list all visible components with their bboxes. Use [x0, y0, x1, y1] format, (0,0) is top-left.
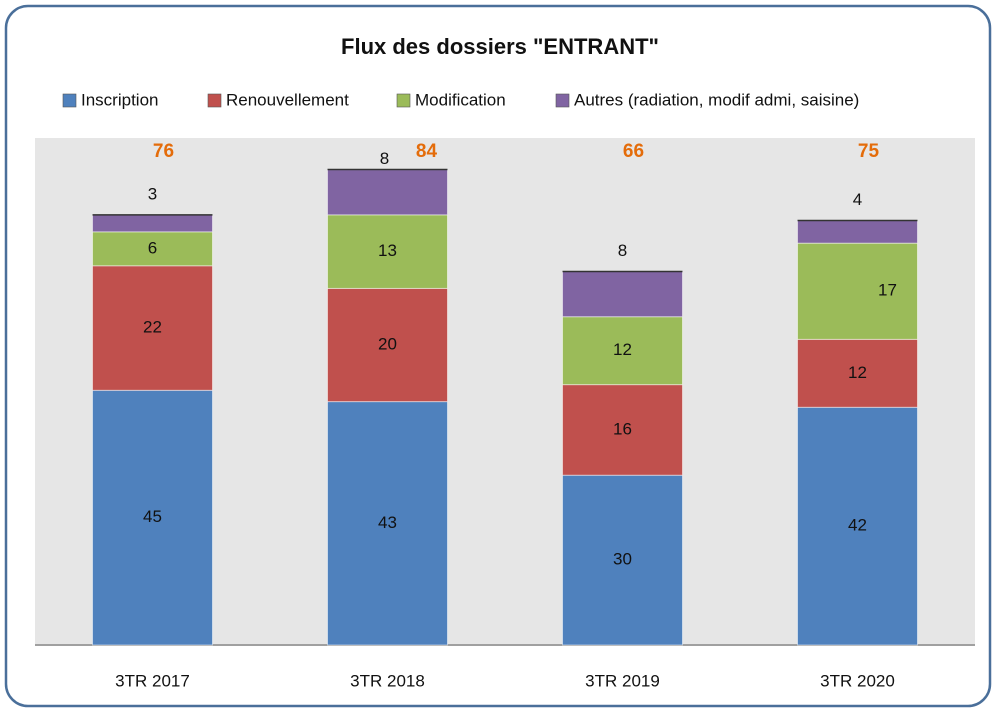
bar-segment	[92, 231, 213, 267]
value-label: 30	[613, 550, 632, 569]
value-label: 20	[378, 335, 397, 354]
value-label: 12	[848, 363, 867, 382]
value-label: 22	[143, 318, 162, 337]
value-label: 8	[618, 241, 627, 260]
value-label: 43	[378, 513, 397, 532]
x-tick-label: 3TR 2020	[820, 671, 895, 690]
legend-label: Inscription	[81, 90, 158, 109]
value-label: 17	[878, 281, 897, 300]
value-label: 4	[853, 190, 862, 209]
legend-swatch	[207, 93, 222, 108]
bar-segment	[797, 406, 918, 646]
bar-segment	[327, 401, 448, 646]
bar-segment	[92, 265, 213, 391]
legend-label: Autres (radiation, modif admi, saisine)	[574, 90, 859, 109]
bar-segment	[327, 169, 448, 216]
value-label: 6	[148, 238, 157, 257]
bar-segment	[562, 384, 683, 476]
x-tick-label: 3TR 2017	[115, 671, 190, 690]
total-label: 84	[416, 141, 438, 162]
x-tick-label: 3TR 2018	[350, 671, 425, 690]
bar-segment	[797, 220, 918, 244]
bar-segment	[562, 316, 683, 386]
legend-swatch	[555, 93, 570, 108]
value-label: 3	[148, 184, 157, 203]
bar-segment	[92, 214, 213, 233]
legend-label: Renouvellement	[226, 90, 349, 109]
value-label: 8	[380, 149, 389, 168]
bar-segment	[797, 338, 918, 408]
chart-title: Flux des dossiers "ENTRANT"	[341, 34, 659, 59]
legend-label: Modification	[415, 90, 506, 109]
value-label: 42	[848, 516, 867, 535]
legend-swatch	[396, 93, 411, 108]
bar-segment	[92, 389, 213, 646]
bar-segment	[327, 287, 448, 403]
value-label: 16	[613, 419, 632, 438]
bar-segment	[562, 270, 683, 318]
total-label: 66	[623, 141, 644, 162]
total-label: 76	[153, 141, 174, 162]
bar-segment	[797, 242, 918, 340]
value-label: 13	[378, 241, 397, 260]
value-label: 12	[613, 340, 632, 359]
value-label: 45	[143, 507, 162, 526]
x-tick-label: 3TR 2019	[585, 671, 660, 690]
total-label: 75	[858, 141, 880, 162]
legend-swatch	[62, 93, 77, 108]
